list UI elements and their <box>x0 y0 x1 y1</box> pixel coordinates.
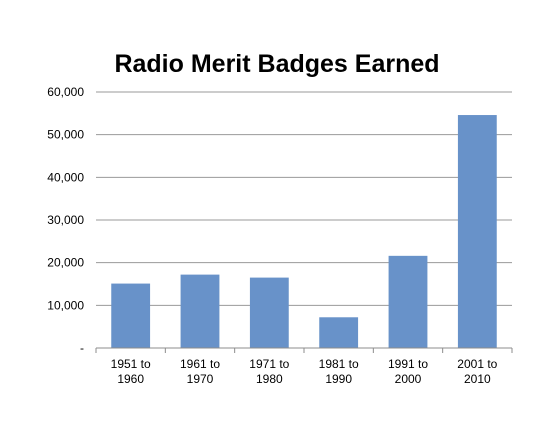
y-tick-label: 40,000 <box>47 170 84 184</box>
x-tick-label-line: 1961 to <box>180 357 220 371</box>
x-tick-label: 1991 to 2000 <box>388 357 428 386</box>
bar <box>388 255 428 348</box>
x-tick-label-line: 1951 to <box>111 357 151 371</box>
axes <box>95 347 513 353</box>
x-tick-label-line: 1980 <box>256 372 283 386</box>
x-tick-label-line: 2001 to <box>457 357 497 371</box>
bars <box>111 115 497 348</box>
gridlines <box>96 91 512 306</box>
bar <box>180 274 220 348</box>
x-tick-label-line: 2000 <box>395 372 422 386</box>
bar <box>249 277 289 348</box>
x-tick-label-line: 1971 to <box>249 357 289 371</box>
y-tick-label: 10,000 <box>47 298 84 312</box>
x-tick-label: 1951 to 1960 <box>111 357 151 386</box>
x-tick-label: 1971 to 1980 <box>249 357 289 386</box>
x-tick-label-line: 1970 <box>187 372 214 386</box>
chart-title: Radio Merit Badges Earned <box>114 50 439 78</box>
x-tick-labels: 1951 to 1960 1961 to 1970 1971 to 1980 1981 to… <box>111 357 498 386</box>
bar <box>457 115 497 348</box>
y-tick-label: - <box>80 341 84 355</box>
x-tick-label: 2001 to 2010 <box>457 357 497 386</box>
x-tick-label-line: 1990 <box>325 372 352 386</box>
y-tick-label: 30,000 <box>47 213 84 227</box>
x-tick-label-line: 1960 <box>117 372 144 386</box>
x-tick-label-line: 1991 to <box>388 357 428 371</box>
x-tick-label: 1981 to 1990 <box>319 357 359 386</box>
x-tick-label: 1961 to 1970 <box>180 357 220 386</box>
x-tick-label-line: 1981 to <box>319 357 359 371</box>
bar <box>319 317 359 348</box>
bar <box>111 283 151 348</box>
x-tick-label-line: 2010 <box>464 372 491 386</box>
y-tick-label: 60,000 <box>47 85 84 99</box>
y-tick-label: 20,000 <box>47 256 84 270</box>
y-tick-label: 50,000 <box>47 128 84 142</box>
y-tick-labels: - 10,000 20,000 30,000 40,000 50,000 60,000 <box>47 85 84 355</box>
